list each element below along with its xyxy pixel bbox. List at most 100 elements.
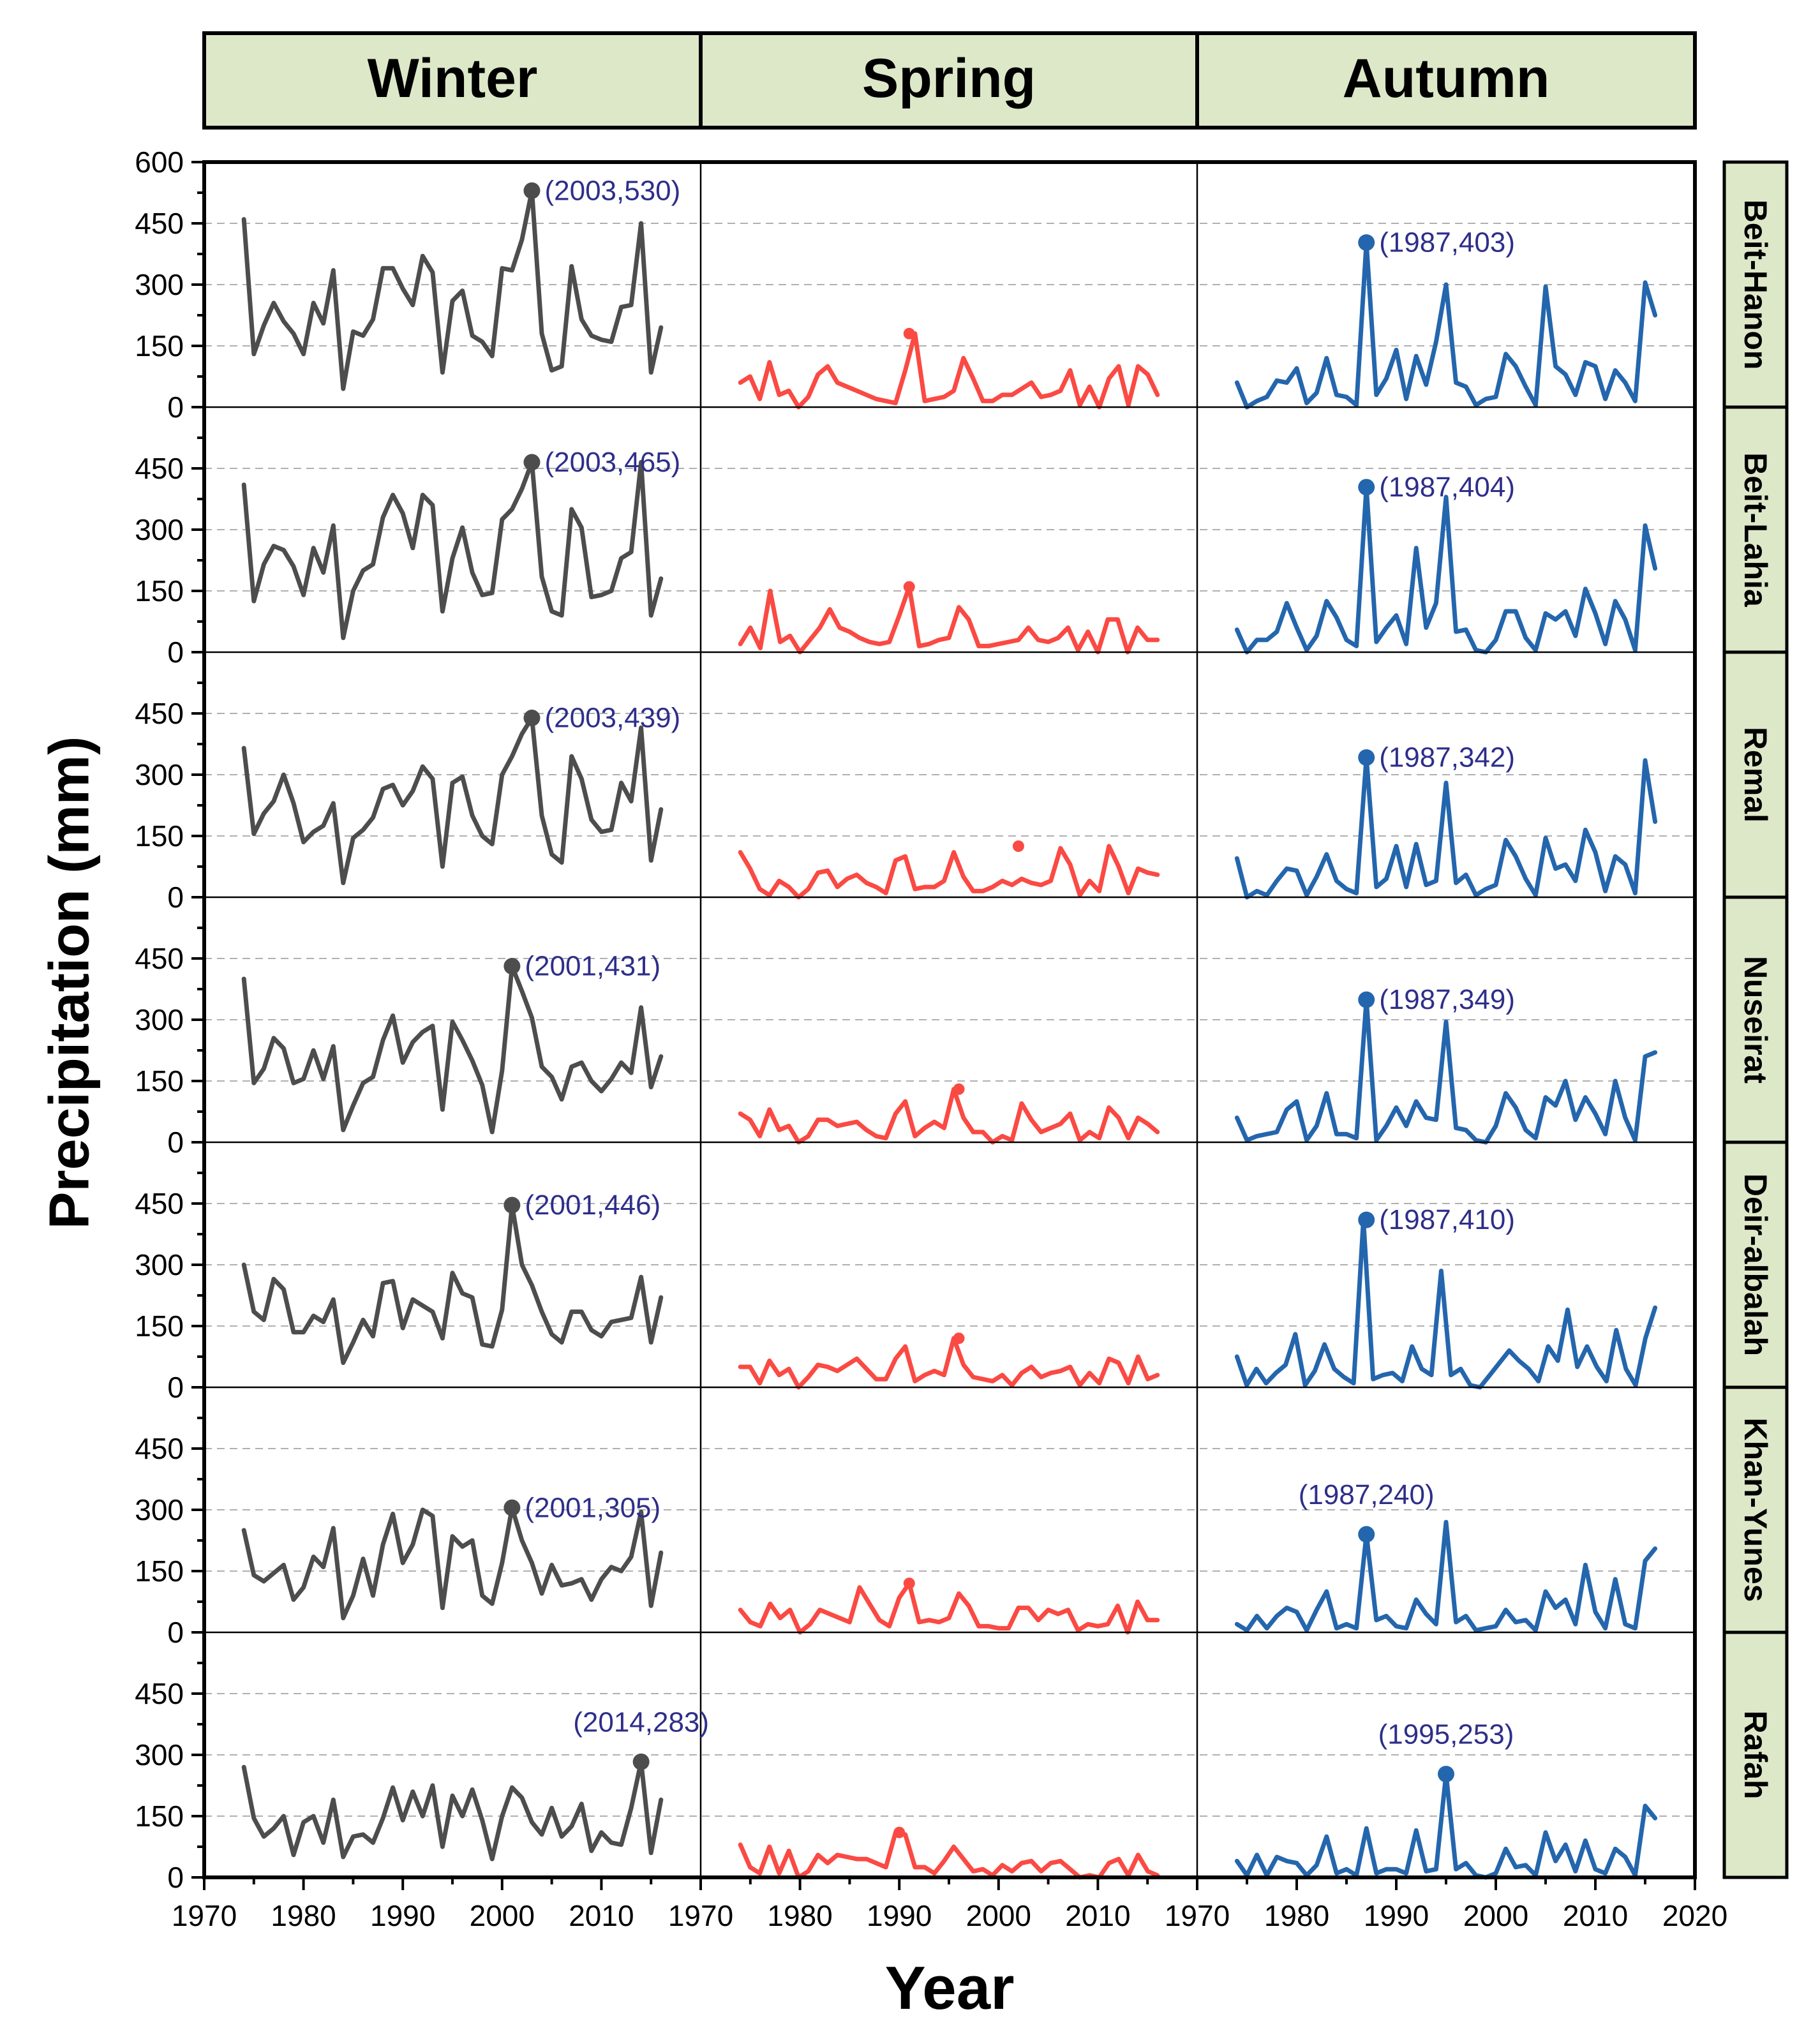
station-label-box	[1722, 160, 1789, 409]
x-tick-label: 2000	[470, 1899, 535, 1932]
peak-annotation-rafah-autumn: (1995,253)	[1378, 1719, 1514, 1750]
y-tick-label: 300	[135, 513, 184, 546]
peak-annotation-rafah-winter: (2014,283)	[573, 1706, 709, 1738]
series-line-beit-hanon-autumn	[1234, 240, 1658, 410]
x-tick-label: 1970	[668, 1899, 733, 1932]
peak-annotation-khan-yunes-winter: (2001,305)	[525, 1492, 660, 1523]
text-layer: Winter Spring Autumn Beit-Hanon Beit-Lahia Re…	[38, 48, 1774, 2022]
peak-marker-rafah-spring	[893, 1826, 906, 1838]
peak-marker-beit-lahia-spring	[903, 581, 915, 593]
x-axis-title: Year	[885, 1954, 1015, 2022]
y-tick-label: 150	[135, 1064, 184, 1098]
peak-annotation-nuseirat-autumn: (1987,349)	[1379, 984, 1515, 1015]
station-label-nuseirat: Nuseirat	[1738, 956, 1773, 1084]
y-tick-label: 0	[167, 391, 184, 424]
series-line-beit-lahia-winter	[241, 459, 664, 641]
y-tick-label: 450	[135, 452, 184, 485]
x-tick-label: 2010	[1065, 1899, 1130, 1932]
station-label-box	[1722, 650, 1789, 899]
series-line-beit-hanon-spring	[738, 331, 1160, 410]
series-line-khan-yunes-winter	[241, 1505, 664, 1621]
x-tick-label: 1970	[1165, 1899, 1230, 1932]
y-tick-label: 450	[135, 697, 184, 730]
y-tick-label: 300	[135, 758, 184, 791]
peak-marker-remal-winter	[523, 710, 541, 727]
x-tick-label: 1970	[172, 1899, 237, 1932]
peak-marker-nuseirat-spring	[953, 1083, 965, 1095]
x-tick-label: 1990	[370, 1899, 435, 1932]
y-tick-label: 300	[135, 1738, 184, 1771]
series-line-remal-winter	[241, 715, 664, 886]
y-tick-label: 0	[167, 636, 184, 669]
x-tick-label: 1980	[1264, 1899, 1329, 1932]
y-tick-label: 0	[167, 1126, 184, 1159]
y-tick-label: 450	[135, 942, 184, 975]
peak-marker-rafah-winter	[632, 1753, 650, 1770]
y-tick-label: 0	[167, 1371, 184, 1404]
peak-annotation-khan-yunes-autumn: (1987,240)	[1299, 1479, 1435, 1510]
series-line-nuseirat-autumn	[1234, 997, 1658, 1145]
y-axis-title: Precipitation (mm)	[38, 736, 101, 1230]
station-label-beit-hanon: Beit-Hanon	[1738, 200, 1773, 370]
series-line-nuseirat-winter	[241, 964, 664, 1135]
season-header-bar	[202, 31, 1697, 130]
series-line-remal-spring	[738, 844, 1160, 900]
y-tick-label: 0	[167, 1616, 184, 1649]
station-label-rafah: Rafah	[1738, 1711, 1773, 1800]
peak-marker-khan-yunes-spring	[903, 1577, 915, 1590]
peak-marker-remal-spring	[1012, 840, 1024, 852]
peak-marker-nuseirat-winter	[503, 958, 521, 975]
peak-marker-beit-hanon-autumn	[1358, 234, 1375, 251]
y-tick-label: 150	[135, 329, 184, 362]
series-layer	[241, 182, 1658, 1880]
series-line-khan-yunes-spring	[738, 1581, 1160, 1635]
peak-annotation-deir-albalah-winter: (2001,446)	[525, 1189, 660, 1221]
y-tick-label: 150	[135, 819, 184, 853]
y-tick-label: 450	[135, 1432, 184, 1465]
y-tick-label: 600	[135, 145, 184, 179]
peak-marker-nuseirat-autumn	[1358, 991, 1375, 1008]
season-header-winter: Winter	[368, 48, 538, 109]
grid-layer	[204, 223, 1695, 1817]
y-tick-label: 300	[135, 268, 184, 301]
peak-marker-deir-albalah-spring	[953, 1332, 965, 1345]
y-tick-label: 300	[135, 1248, 184, 1281]
series-line-rafah-spring	[738, 1830, 1160, 1880]
x-tick-label: 2010	[1563, 1899, 1628, 1932]
series-line-deir-albalah-autumn	[1234, 1218, 1658, 1390]
station-label-box	[1722, 1385, 1789, 1634]
peak-marker-beit-hanon-spring	[903, 327, 915, 339]
y-tick-label: 150	[135, 1800, 184, 1833]
series-line-deir-albalah-spring	[738, 1336, 1160, 1390]
peak-marker-beit-lahia-autumn	[1358, 479, 1375, 496]
series-line-khan-yunes-autumn	[1234, 1519, 1658, 1633]
series-line-beit-hanon-winter	[241, 188, 664, 391]
x-tick-label: 1990	[867, 1899, 932, 1932]
y-tick-label: 150	[135, 1554, 184, 1588]
peak-marker-rafah-autumn	[1438, 1766, 1454, 1783]
peak-annotation-beit-hanon-autumn: (1987,403)	[1379, 227, 1515, 258]
station-label-khan-yunes: Khan-Yunes	[1738, 1418, 1773, 1602]
peak-annotation-deir-albalah-autumn: (1987,410)	[1379, 1204, 1515, 1235]
x-tick-label: 2010	[569, 1899, 634, 1932]
series-line-remal-autumn	[1234, 755, 1658, 900]
y-tick-label: 150	[135, 1309, 184, 1343]
peak-annotation-remal-autumn: (1987,342)	[1379, 742, 1515, 773]
season-header-spring: Spring	[862, 48, 1036, 109]
peak-annotation-nuseirat-winter: (2001,431)	[525, 951, 660, 982]
peak-marker-khan-yunes-winter	[503, 1499, 521, 1516]
season-header-autumn: Autumn	[1343, 48, 1550, 109]
peak-annotation-beit-lahia-winter: (2003,465)	[544, 447, 680, 478]
x-tick-label: 1980	[271, 1899, 336, 1932]
series-line-beit-lahia-autumn	[1234, 484, 1658, 655]
station-label-box	[1722, 1140, 1789, 1389]
series-line-rafah-autumn	[1234, 1771, 1658, 1880]
y-tick-label: 300	[135, 1493, 184, 1526]
y-tick-label: 0	[167, 1861, 184, 1894]
x-tick-label: 1990	[1364, 1899, 1429, 1932]
series-line-deir-albalah-winter	[241, 1203, 664, 1366]
station-label-beit-lahia: Beit-Lahia	[1738, 452, 1773, 608]
peak-marker-khan-yunes-autumn	[1358, 1526, 1375, 1543]
